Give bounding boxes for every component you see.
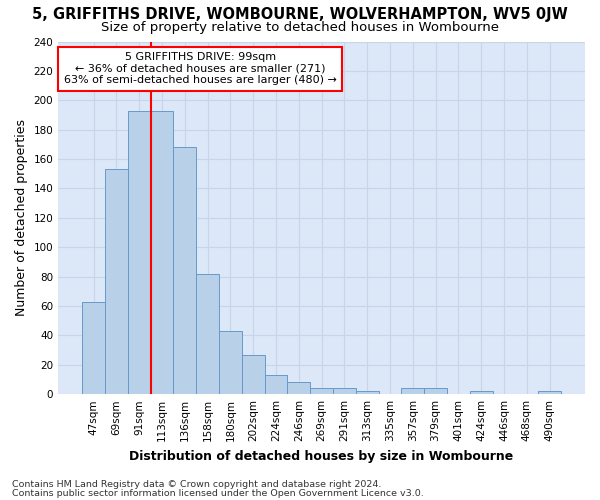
Bar [424,388,447,394]
Bar [128,110,151,394]
Bar [196,274,219,394]
Bar [287,382,310,394]
X-axis label: Distribution of detached houses by size in Wombourne: Distribution of detached houses by size … [130,450,514,462]
Bar [105,170,128,394]
Bar [265,375,287,394]
Bar [151,110,173,394]
Bar [219,331,242,394]
Bar [356,391,379,394]
Text: Contains HM Land Registry data © Crown copyright and database right 2024.: Contains HM Land Registry data © Crown c… [12,480,382,489]
Bar [538,391,561,394]
Bar [242,354,265,394]
Y-axis label: Number of detached properties: Number of detached properties [15,120,28,316]
Text: 5 GRIFFITHS DRIVE: 99sqm
← 36% of detached houses are smaller (271)
63% of semi-: 5 GRIFFITHS DRIVE: 99sqm ← 36% of detach… [64,52,337,86]
Bar [82,302,105,394]
Bar [310,388,333,394]
Text: Contains public sector information licensed under the Open Government Licence v3: Contains public sector information licen… [12,488,424,498]
Bar [173,148,196,394]
Text: 5, GRIFFITHS DRIVE, WOMBOURNE, WOLVERHAMPTON, WV5 0JW: 5, GRIFFITHS DRIVE, WOMBOURNE, WOLVERHAM… [32,8,568,22]
Bar [333,388,356,394]
Bar [401,388,424,394]
Bar [470,391,493,394]
Text: Size of property relative to detached houses in Wombourne: Size of property relative to detached ho… [101,21,499,34]
